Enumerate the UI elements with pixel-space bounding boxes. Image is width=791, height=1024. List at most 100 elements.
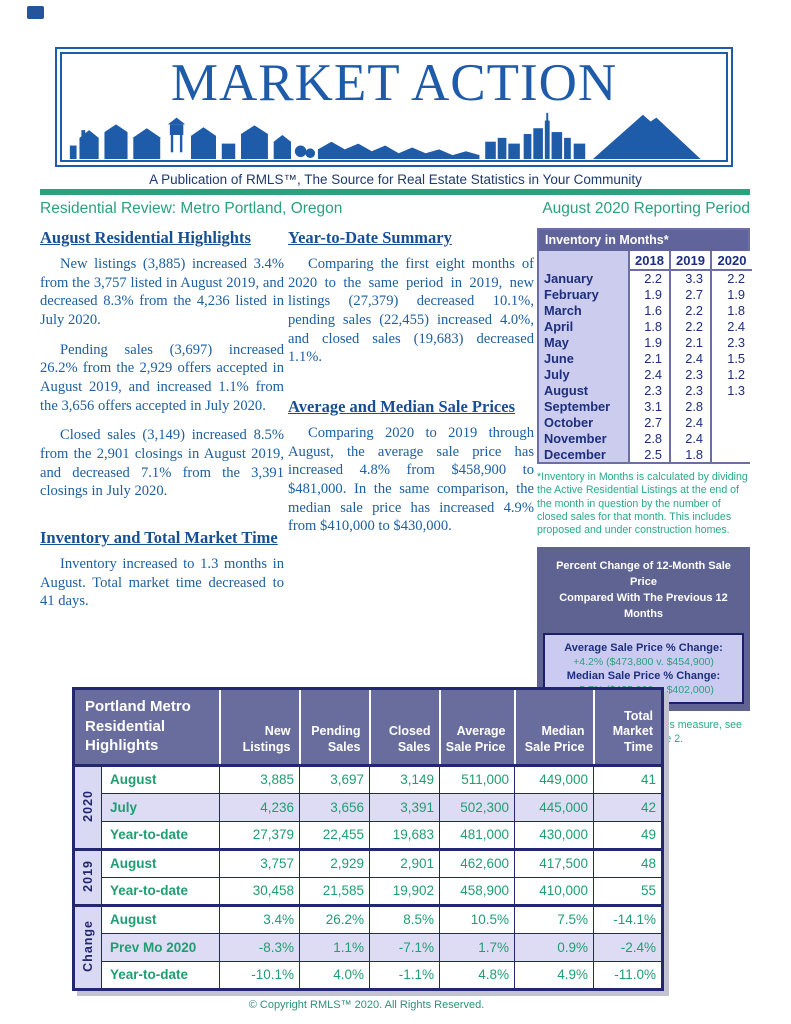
review-title: Residential Review: Metro Portland, Oreg… [40,200,343,217]
table-row: June 2.1 2.4 1.5 [539,350,752,366]
highlights-table-head: Portland Metro Residential Highlights New… [73,688,663,765]
inventory-month-cell: July [539,366,629,382]
heading-ytd-summary: Year-to-Date Summary [288,228,452,247]
inventory-month-cell: March [539,302,629,318]
pct-change-title-line2: Compared With The Previous 12 Months [559,591,728,620]
inventory-value-cell: 1.8 [710,302,752,318]
inventory-header-blank [539,251,629,270]
table-row: Change August 3.4% 26.2% 8.5% 10.5% 7.5% -14.1% [73,903,663,990]
highlights-row-label: Year-to-date [101,960,220,990]
inventory-value-cell: 3.1 [628,398,670,414]
highlights-column-header: New Listings [218,688,300,765]
logo-inner-frame: MARKET ACTION [60,52,728,162]
table-row: Prev Mo 2020 -8.3% 1.1% -7.1% 1.7% 0.9% -2.4% [74,932,663,962]
highlights-group-label: 2019 [73,847,102,906]
table-row: December 2.5 1.8 [539,446,752,462]
table-row: 2020 August 3,885 3,697 3,149 511,000 449,000 4… [73,763,663,850]
highlights-value-cell: 19,902 [369,876,440,906]
highlights-value-cell: 7.5% [514,903,594,934]
highlights-value-cell: 10.5% [439,903,515,934]
table-row: Year-to-date 27,379 22,455 19,683 481,000 430… [74,820,663,850]
highlights-row-label: July [101,792,220,822]
highlights-value-cell: 410,000 [514,876,594,906]
inventory-month-cell: September [539,398,629,414]
highlights-value-cell: 3,757 [219,847,300,878]
highlights-value-cell: 445,000 [514,792,594,822]
inventory-value-cell: 2.4 [669,350,711,366]
inventory-value-cell: 1.9 [710,286,752,302]
divider-bar [40,189,750,195]
inventory-value-cell: 2.5 [628,446,670,462]
highlights-value-cell: 41 [593,763,663,794]
middle-column: Year-to-Date Summary Comparing the first… [288,228,534,547]
avg-sale-price-label: Average Sale Price % Change: [564,642,723,655]
inventory-value-cell: 1.8 [628,318,670,334]
inventory-month-cell: November [539,430,629,446]
highlights-value-cell: 19,683 [369,820,440,850]
paragraph: Closed sales (3,149) increased 8.5% from… [40,427,284,500]
highlights-value-cell: -11.0% [593,960,663,990]
inventory-value-cell: 2.2 [628,270,670,286]
highlights-value-cell: 3.4% [219,903,300,934]
inventory-month-cell: April [539,318,629,334]
highlights-value-cell: 4.8% [439,960,515,990]
inventory-value-cell: 3.3 [669,270,711,286]
highlights-value-cell: 3,149 [369,763,440,794]
table-row: Year-to-date 30,458 21,585 19,902 458,900 410… [74,876,663,906]
highlights-value-cell: 4.0% [299,960,370,990]
highlights-table: Portland Metro Residential Highlights New… [72,687,664,991]
inventory-value-cell [710,430,752,446]
highlights-table-title: Portland Metro Residential Highlights [73,688,220,765]
inventory-value-cell: 2.2 [710,270,752,286]
inventory-value-cell [710,446,752,462]
highlights-column-header: Total Market Time [592,688,663,765]
paragraph: Pending sales (3,697) increased 26.2% fr… [40,341,284,414]
inventory-table-title: Inventory in Months* [539,230,748,251]
inventory-value-cell: 1.8 [669,446,711,462]
table-row: 2018 2019 2020 [539,251,752,271]
table-row: July 4,236 3,656 3,391 502,300 445,000 42 [74,792,663,822]
highlights-value-cell: 1.1% [299,932,370,962]
pct-change-box: Percent Change of 12-Month Sale Price Co… [537,546,750,712]
inventory-value-cell: 2.4 [669,430,711,446]
inventory-month-cell: February [539,286,629,302]
highlights-value-cell: 21,585 [299,876,370,906]
inventory-month-cell: December [539,446,629,462]
highlights-column-header: Median Sale Price [513,688,594,765]
highlights-value-cell: 27,379 [219,820,300,850]
inventory-value-cell: 2.1 [628,350,670,366]
median-sale-price-label: Median Sale Price % Change: [566,670,721,683]
inventory-value-cell: 2.4 [710,318,752,334]
highlights-value-cell: -1.1% [369,960,440,990]
highlights-value-cell: 502,300 [439,792,515,822]
inventory-value-cell [710,398,752,414]
inventory-value-cell: 2.2 [669,302,711,318]
highlights-value-cell: -10.1% [219,960,300,990]
inventory-value-cell: 2.7 [669,286,711,302]
inventory-value-cell: 2.3 [710,334,752,350]
logo-box: MARKET ACTION [55,47,733,167]
logo-title: MARKET ACTION [170,54,618,112]
highlights-value-cell: 49 [593,820,663,850]
table-row: September 3.1 2.8 [539,398,752,414]
publication-tagline: A Publication of RMLS™, The Source for R… [149,172,642,187]
heading-august-highlights: August Residential Highlights [40,228,251,247]
copyright-line: © Copyright RMLS™ 2020. All Rights Reser… [248,999,485,1011]
highlights-value-cell: 3,656 [299,792,370,822]
inventory-value-cell: 2.3 [669,382,711,398]
inventory-month-cell: October [539,414,629,430]
highlights-value-cell: 48 [593,847,663,878]
table-row: July 2.4 2.3 1.2 [539,366,752,382]
inventory-year-header: 2019 [669,251,711,271]
table-row: 2019 August 3,757 2,929 2,901 462,600 417,500 4… [73,847,663,906]
inventory-year-header: 2018 [628,251,670,271]
pct-change-title-line1: Percent Change of 12-Month Sale Price [556,559,731,588]
highlights-table-wrap: Portland Metro Residential Highlights New… [72,687,664,991]
highlights-value-cell: 481,000 [439,820,515,850]
inventory-value-cell: 2.2 [669,318,711,334]
inventory-month-cell: May [539,334,629,350]
inventory-value-cell: 1.9 [628,334,670,350]
heading-inventory-time: Inventory and Total Market Time [40,528,278,548]
highlights-value-cell: 55 [593,876,663,906]
